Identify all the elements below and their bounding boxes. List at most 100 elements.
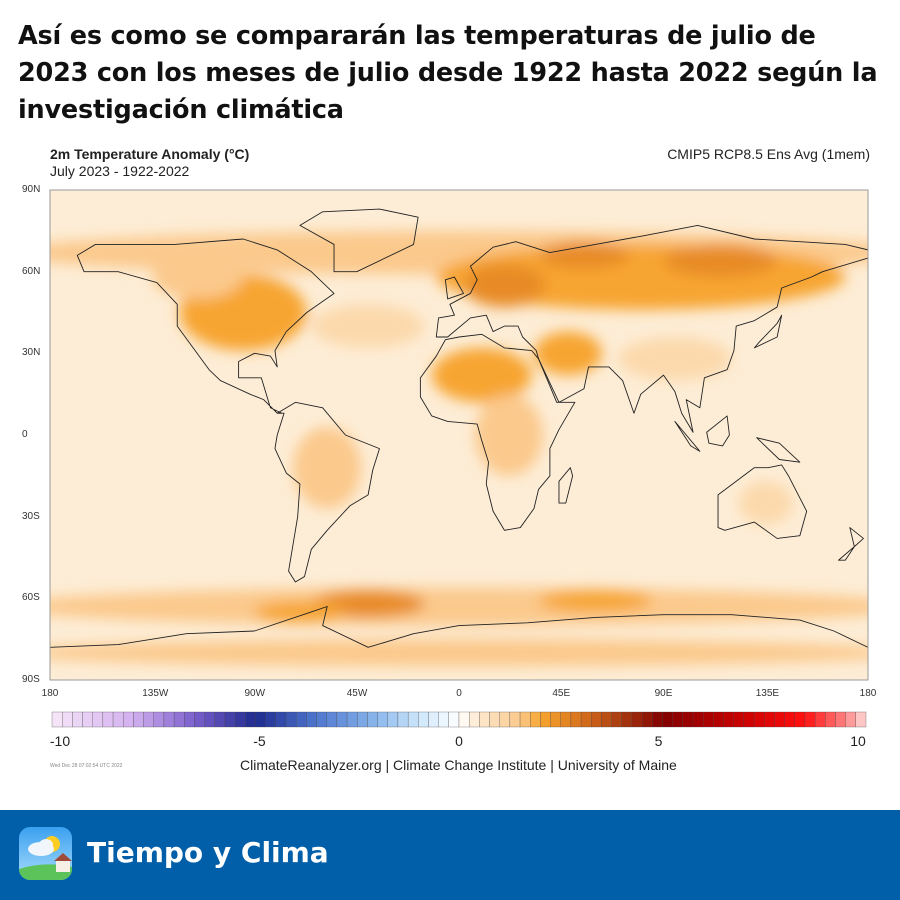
lon-tick-label: 45W xyxy=(346,688,368,699)
anomaly-region xyxy=(474,394,544,476)
colorbar-cell xyxy=(672,711,683,728)
colorbar-cell xyxy=(794,711,806,728)
colorbar-cell xyxy=(397,711,409,728)
colorbar-cell xyxy=(784,711,795,728)
colorbar-cell xyxy=(713,711,724,728)
anomaly-region xyxy=(293,426,362,509)
colorbar-cell xyxy=(143,711,154,728)
colorbar-cell xyxy=(540,711,551,728)
colorbar-cell xyxy=(214,711,226,728)
colorbar-cell xyxy=(346,711,358,728)
colorbar-cell xyxy=(428,711,439,728)
coastline-africa xyxy=(419,333,576,531)
lon-tick-label: 45E xyxy=(552,688,571,699)
colorbar-cell xyxy=(336,711,348,728)
colorbar-label: 5 xyxy=(654,733,663,749)
lon-tick-label: 135E xyxy=(755,688,780,699)
brand-name: Tiempo y Clima xyxy=(87,836,329,869)
colorbar-cell xyxy=(519,711,531,728)
colorbar-cell xyxy=(102,711,114,728)
colorbar-cell xyxy=(753,711,765,728)
anomaly-region xyxy=(50,639,868,667)
colorbar-cell xyxy=(723,711,734,728)
colorbar-cell xyxy=(448,711,460,728)
colorbar-cell xyxy=(509,711,521,728)
colorbar-cell xyxy=(245,711,256,728)
colorbar-cell xyxy=(825,711,836,728)
colorbar-cell xyxy=(296,711,307,728)
colorbar-cell xyxy=(814,711,826,728)
lon-tick-label: 90W xyxy=(244,688,266,699)
colorbar-cell xyxy=(764,711,775,728)
lat-tick-label: 0 xyxy=(22,429,28,440)
colorbar-cell xyxy=(489,711,500,728)
timestamp: Wed Dec 28 07:02:54 UTC 2022 xyxy=(50,763,123,769)
colorbar-cell xyxy=(224,711,236,728)
coastline-antarctica xyxy=(50,606,868,680)
colorbar-label: -10 xyxy=(49,733,71,749)
coastline-new-zealand xyxy=(838,527,864,561)
colorbar-cell xyxy=(580,711,592,728)
lon-tick-label: 135W xyxy=(142,688,169,699)
colorbar-cell xyxy=(184,711,195,728)
lat-tick-label: 60S xyxy=(22,592,40,604)
coastline-eurasia xyxy=(435,224,868,433)
map-title: 2m Temperature Anomaly (°C) xyxy=(50,146,250,162)
colorbar-cell xyxy=(51,711,63,728)
colorbar-cell xyxy=(62,711,73,728)
lon-tick-label: 90E xyxy=(654,688,673,699)
colorbar-cell xyxy=(652,711,663,728)
colorbar-cell xyxy=(326,711,338,728)
colorbar-label: -5 xyxy=(253,733,266,749)
colorbar-cell xyxy=(601,711,612,728)
colorbar-cell xyxy=(642,711,653,728)
colorbar-label: 10 xyxy=(850,733,866,749)
colorbar-cell xyxy=(662,711,673,728)
lat-tick-label: 30N xyxy=(22,347,41,359)
anomaly-region xyxy=(431,347,532,403)
coastline-north-america xyxy=(76,238,335,414)
coastline-madagascar xyxy=(558,467,574,504)
colorbar-cell xyxy=(275,711,287,728)
lon-tick-label: 180 xyxy=(859,688,877,699)
colorbar-cell xyxy=(204,711,215,728)
coastline-japan xyxy=(753,314,783,349)
map-frame xyxy=(49,189,869,681)
coastline-south-america xyxy=(274,401,380,583)
anomaly-region xyxy=(50,587,868,626)
colorbar-cell xyxy=(530,711,541,728)
colorbar-cell xyxy=(438,711,449,728)
colorbar-label: 0 xyxy=(455,733,463,749)
colorbar-cell xyxy=(469,711,480,728)
colorbar-cell xyxy=(173,711,185,728)
colorbar-cell xyxy=(835,711,846,728)
colorbar-cell xyxy=(367,711,378,728)
lon-tick-label: 180 xyxy=(41,688,59,699)
lat-tick-label: 60N xyxy=(22,265,41,277)
headline: Así es como se compararán las temperatur… xyxy=(18,21,878,125)
coastline-greenland xyxy=(299,208,419,273)
colorbar-cell xyxy=(682,711,694,728)
colorbar-cell xyxy=(92,711,104,728)
colorbar-cell xyxy=(743,711,755,728)
colorbar-cell xyxy=(306,711,317,728)
lat-tick-label: 90S xyxy=(22,674,40,685)
colorbar-cell xyxy=(611,711,622,728)
colorbar-cell xyxy=(570,711,582,728)
colorbar-cell xyxy=(153,711,165,728)
colorbar-cell xyxy=(733,711,745,728)
colorbar-cell xyxy=(194,711,205,728)
anomaly-region xyxy=(254,601,346,623)
colorbar-cell xyxy=(855,711,867,728)
coastline-british-isles xyxy=(444,276,464,300)
colorbar-cell xyxy=(418,711,429,728)
coastline-borneo xyxy=(706,415,730,447)
coastline-sumatra xyxy=(674,420,701,452)
colorbar-cell xyxy=(82,711,93,728)
colorbar-cell xyxy=(499,711,511,728)
colorbar-cell xyxy=(845,711,856,728)
colorbar-cell xyxy=(163,711,175,728)
anomaly-region xyxy=(463,263,546,308)
colorbar-cell xyxy=(265,711,276,728)
anomaly-region xyxy=(738,481,794,525)
